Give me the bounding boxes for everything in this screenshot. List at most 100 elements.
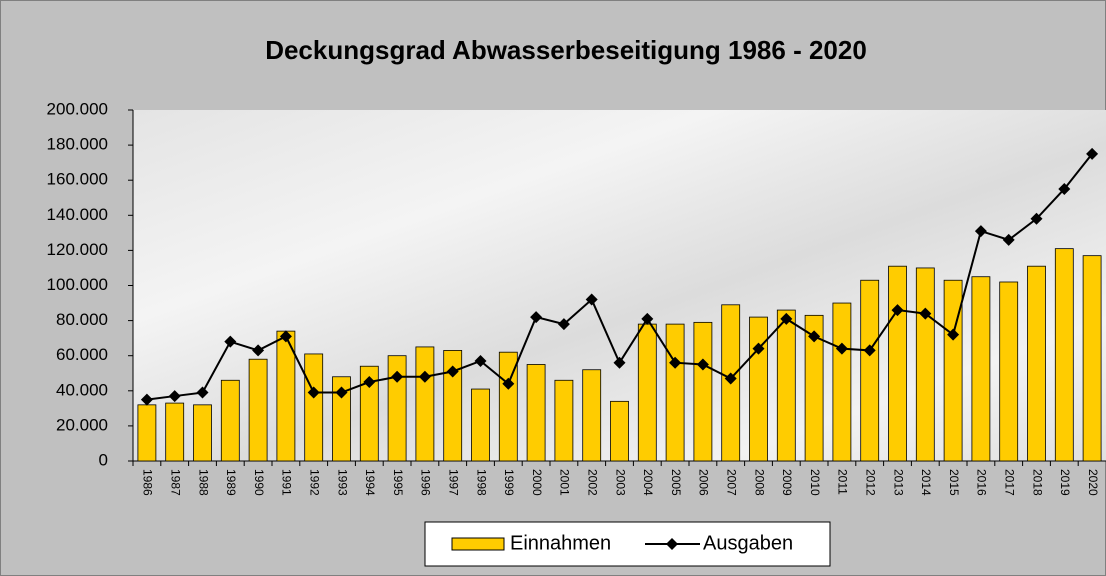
bar xyxy=(943,279,963,462)
marker xyxy=(1058,182,1071,195)
bar xyxy=(888,265,907,462)
bar xyxy=(999,281,1019,462)
x-tick-label: 2020 xyxy=(1086,469,1100,496)
marker xyxy=(752,342,765,355)
x-tick-label: 2001 xyxy=(558,469,572,496)
bar xyxy=(137,404,157,462)
marker xyxy=(808,330,821,343)
x-tick-label: 1997 xyxy=(447,469,461,496)
marker xyxy=(418,370,431,383)
bar xyxy=(387,355,407,462)
bar xyxy=(304,353,324,462)
marker xyxy=(780,312,793,325)
x-tick-label: 2019 xyxy=(1058,469,1072,496)
marker xyxy=(224,335,237,348)
y-tick-label: 200.000 xyxy=(47,99,108,118)
y-tick-label: 40.000 xyxy=(56,380,108,399)
x-tick-label: 2007 xyxy=(725,469,739,496)
y-tick-label: 100.000 xyxy=(47,275,108,294)
y-tick-label: 180.000 xyxy=(47,135,108,154)
x-tick-label: 1996 xyxy=(419,469,433,496)
x-tick-label: 2008 xyxy=(752,469,766,496)
marker xyxy=(335,386,348,399)
x-tick-label: 1995 xyxy=(391,469,405,496)
marker xyxy=(196,386,209,399)
bar xyxy=(860,279,880,462)
marker xyxy=(530,311,543,324)
x-tick-label: 2006 xyxy=(697,469,711,496)
marker xyxy=(613,356,626,369)
x-tick-label: 2002 xyxy=(586,469,600,496)
bar xyxy=(332,376,351,462)
legend-label: Einnahmen xyxy=(510,532,611,554)
marker xyxy=(446,365,459,378)
marker xyxy=(168,390,181,403)
x-tick-label: 1990 xyxy=(252,469,266,496)
marker xyxy=(947,328,960,341)
bar xyxy=(832,302,852,462)
marker xyxy=(474,354,487,367)
bar xyxy=(582,369,602,462)
marker xyxy=(835,342,848,355)
legend-label: Ausgaben xyxy=(703,532,793,554)
x-tick-label: 1994 xyxy=(363,469,377,496)
bar xyxy=(1082,255,1102,462)
marker xyxy=(502,377,515,390)
bar xyxy=(971,276,991,462)
x-tick-label: 2017 xyxy=(1003,469,1017,496)
x-tick-label: 2015 xyxy=(947,469,961,496)
x-tick-label: 2014 xyxy=(919,469,933,496)
marker xyxy=(974,225,987,238)
legend-marker xyxy=(666,538,678,550)
bar xyxy=(359,365,379,462)
x-tick-label: 2016 xyxy=(975,469,989,496)
x-tick-label: 2012 xyxy=(864,469,878,496)
x-tick-label: 1986 xyxy=(141,469,155,496)
x-tick-label: 1987 xyxy=(169,469,183,496)
x-tick-label: 1991 xyxy=(280,469,294,496)
y-tick-label: 20.000 xyxy=(56,415,108,434)
bar xyxy=(193,404,212,462)
bar xyxy=(665,323,685,462)
marker xyxy=(585,293,598,306)
x-tick-label: 2009 xyxy=(780,469,794,496)
y-tick-label: 80.000 xyxy=(56,310,108,329)
y-tick-label: 140.000 xyxy=(47,205,108,224)
y-tick-label: 0 xyxy=(99,450,108,469)
marker xyxy=(1086,147,1099,160)
marker xyxy=(1030,212,1043,225)
legend-swatch xyxy=(451,537,505,551)
bar xyxy=(637,323,657,462)
bar xyxy=(443,350,463,462)
marker xyxy=(252,344,265,357)
bar xyxy=(749,316,768,462)
bar xyxy=(1027,265,1046,462)
x-tick-label: 1992 xyxy=(308,469,322,496)
x-tick-label: 2018 xyxy=(1030,469,1044,496)
y-tick-label: 120.000 xyxy=(47,240,108,259)
x-tick-label: 2010 xyxy=(808,469,822,496)
marker xyxy=(1002,233,1015,246)
bar xyxy=(554,379,574,462)
bar xyxy=(415,346,435,462)
marker xyxy=(641,312,654,325)
marker xyxy=(724,372,737,385)
bar xyxy=(693,321,713,462)
marker xyxy=(279,330,292,343)
marker xyxy=(891,304,904,317)
marker xyxy=(669,356,682,369)
bar xyxy=(248,358,268,462)
chart-title: Deckungsgrad Abwasserbeseitigung 1986 - … xyxy=(265,35,867,65)
bar xyxy=(471,388,490,462)
marker xyxy=(391,370,404,383)
bar xyxy=(526,364,546,462)
bar xyxy=(915,267,935,462)
x-tick-label: 2013 xyxy=(891,469,905,496)
bar xyxy=(776,309,796,462)
bar xyxy=(804,314,824,462)
marker xyxy=(363,376,376,389)
marker xyxy=(863,344,876,357)
x-tick-label: 2005 xyxy=(669,469,683,496)
x-tick-label: 1993 xyxy=(335,469,349,496)
